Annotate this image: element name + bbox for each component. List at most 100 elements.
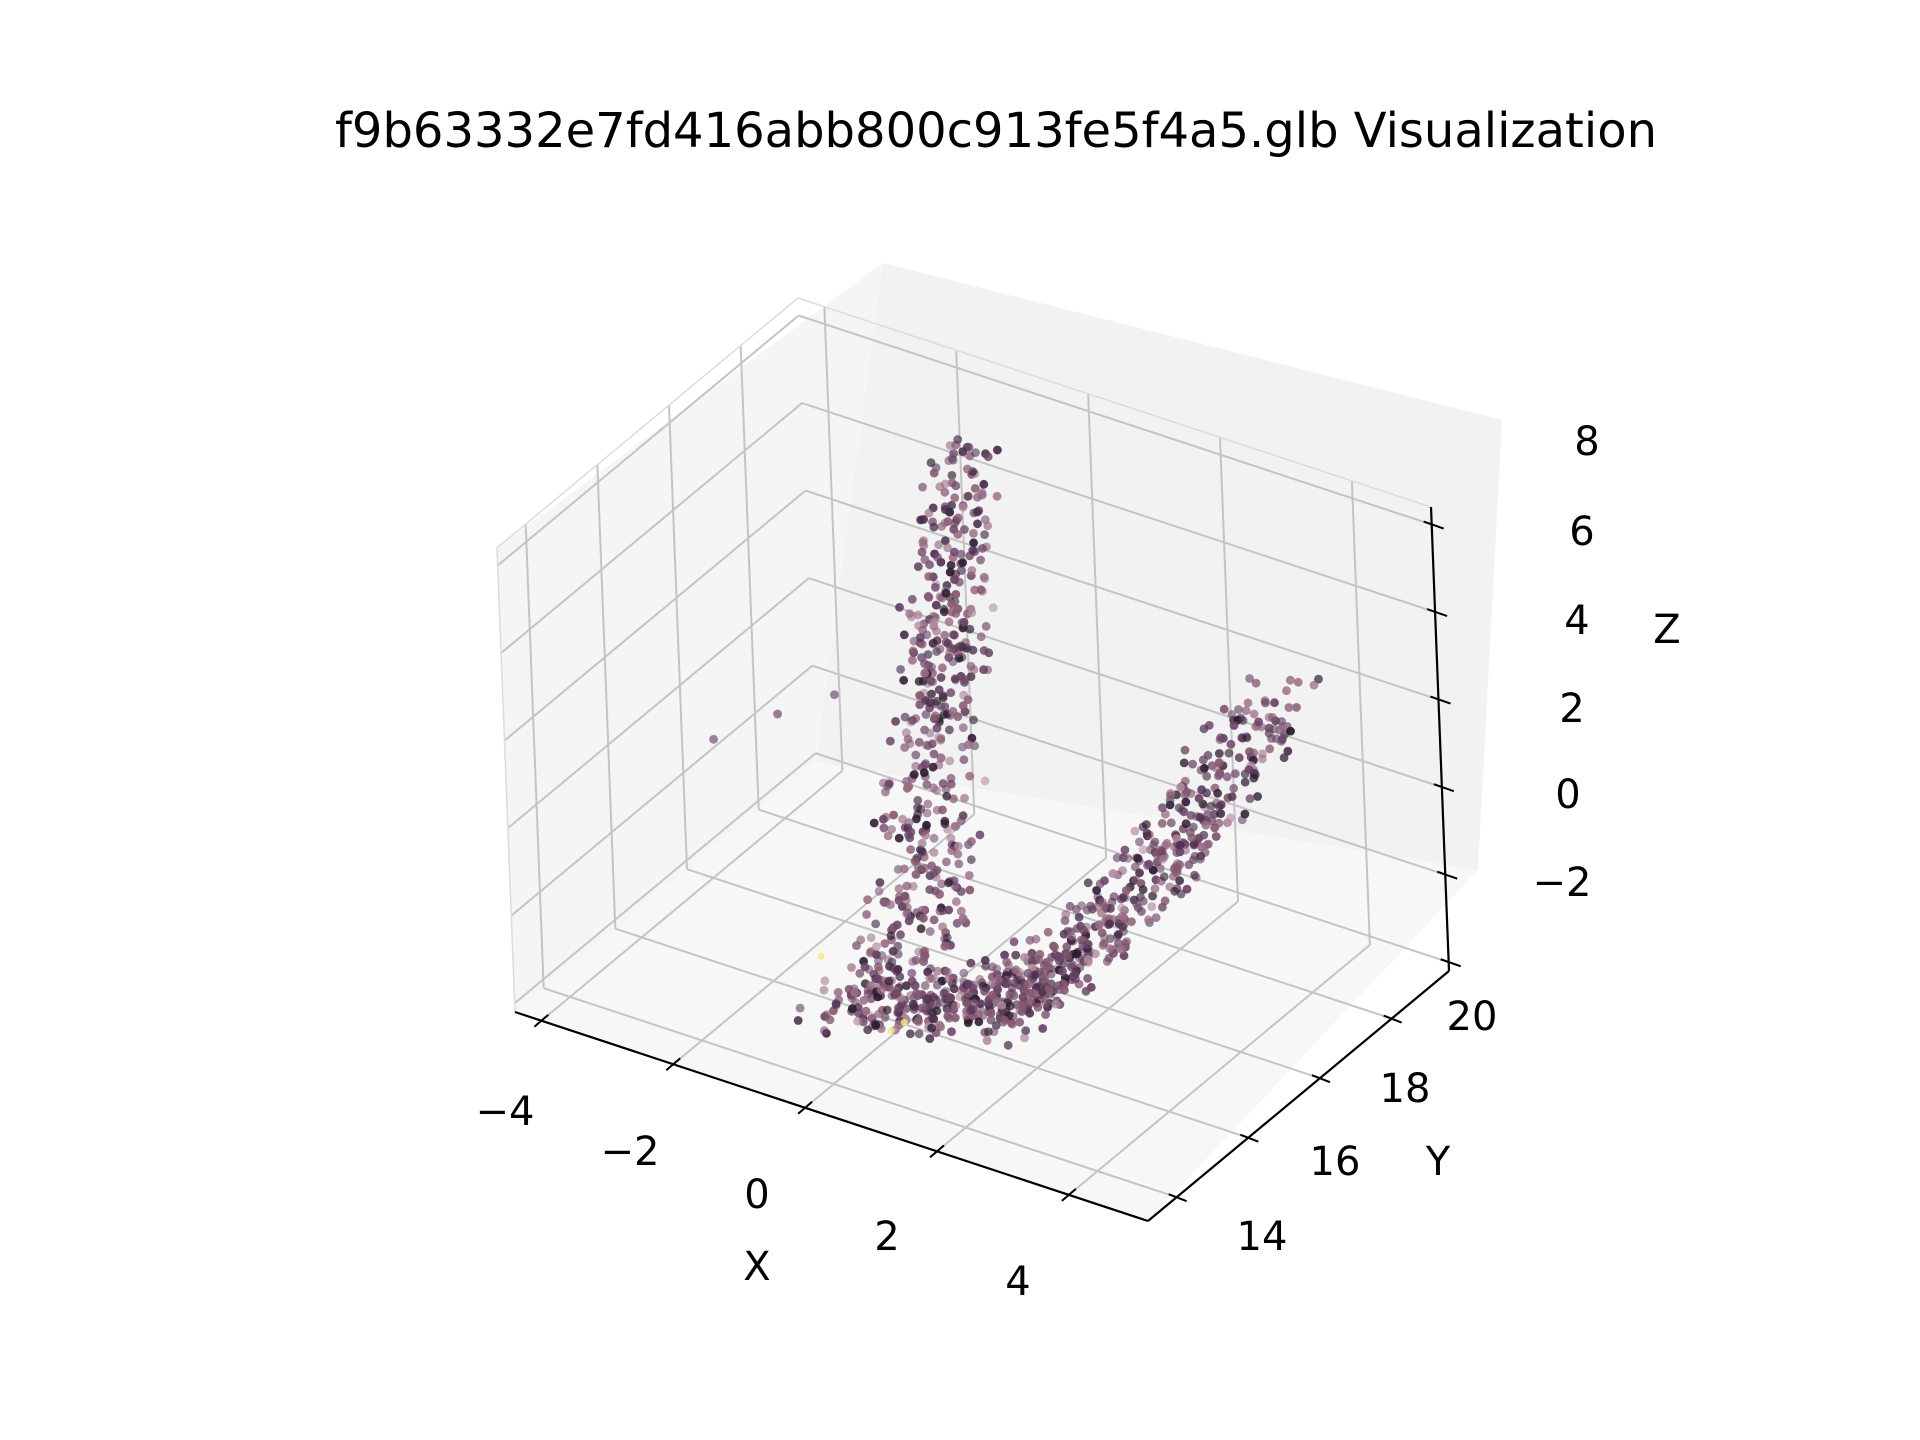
- z-axis-line: [1429, 506, 1451, 972]
- scatter-point: [939, 710, 949, 720]
- scatter-point: [922, 780, 932, 789]
- scatter-point: [1138, 896, 1148, 906]
- y-gridline: [596, 464, 617, 929]
- scatter-point: [1030, 970, 1040, 980]
- scatter-point: [946, 560, 956, 570]
- scatter-point: [908, 999, 918, 1009]
- x-tick: [665, 1057, 681, 1072]
- scatter-point: [1083, 974, 1092, 983]
- scatter-point: [1279, 753, 1289, 763]
- scatter-point: [951, 590, 961, 599]
- y-tick-label: 20: [1447, 994, 1498, 1040]
- scatter-point: [917, 846, 927, 856]
- scatter-point: [1265, 744, 1275, 754]
- scatter-point: [935, 1020, 944, 1030]
- scatter-point: [1175, 840, 1185, 850]
- x-gridline: [936, 900, 1239, 1153]
- scatter-point: [1240, 777, 1250, 787]
- scatter-point: [926, 676, 936, 686]
- scatter-point: [825, 1015, 835, 1025]
- scatter-point: [1270, 698, 1279, 708]
- scatter-point: [942, 1004, 952, 1014]
- scatter-point: [773, 709, 782, 719]
- scatter-point: [926, 458, 936, 468]
- scatter-point: [953, 841, 963, 851]
- scatter-point: [1118, 922, 1127, 932]
- scatter-point: [977, 488, 987, 497]
- x-tick: [929, 1144, 945, 1159]
- scatter-point: [1240, 809, 1250, 819]
- z-tick-label: −2: [1533, 860, 1592, 906]
- scatter-point: [956, 816, 966, 826]
- scatter-point: [920, 951, 930, 960]
- scatter-point: [947, 471, 957, 480]
- scatter-point: [1135, 868, 1144, 878]
- scatter-point: [1230, 769, 1240, 779]
- scatter-point: [965, 771, 975, 781]
- scatter-point: [963, 695, 973, 705]
- scatter-point: [908, 881, 918, 891]
- scatter-point: [894, 896, 904, 905]
- scatter-point: [925, 927, 935, 936]
- scatter-point: [1195, 812, 1205, 822]
- scatter-point: [1138, 845, 1148, 854]
- scatter-point: [945, 993, 955, 1002]
- scatter-point: [943, 517, 953, 526]
- scatter-point: [1020, 1033, 1029, 1043]
- scatter-point: [1099, 939, 1109, 948]
- scatter-point: [921, 759, 930, 768]
- scatter-point: [945, 567, 955, 577]
- scatter-point-outlier: [817, 952, 825, 960]
- scatter-point: [942, 791, 952, 801]
- scatter-point: [916, 924, 926, 934]
- scatter-point: [898, 814, 907, 824]
- scatter-point: [975, 999, 985, 1009]
- scatter-point: [924, 741, 933, 751]
- z-axis-label: Z: [1653, 607, 1680, 653]
- scatter-point: [1203, 809, 1212, 819]
- scatter-point: [966, 855, 976, 865]
- scatter-point: [953, 604, 963, 614]
- scatter-point: [1083, 878, 1093, 888]
- scatter-point: [1197, 842, 1206, 852]
- scatter-point: [1226, 813, 1235, 823]
- scatter-point: [1174, 803, 1184, 813]
- z-gridline: [510, 664, 813, 917]
- scatter-point: [833, 988, 843, 997]
- scatter-point: [873, 992, 883, 1002]
- scatter-point: [1216, 809, 1226, 818]
- scatter-point-outlier: [887, 1027, 895, 1035]
- scatter-point: [1082, 905, 1092, 915]
- scatter-point: [947, 1027, 956, 1036]
- scatter-point: [902, 909, 912, 919]
- scatter-point: [863, 1025, 873, 1035]
- scatter-point: [918, 625, 928, 635]
- scatter-point: [1142, 828, 1152, 838]
- scatter-point: [919, 913, 928, 923]
- scatter-point: [940, 487, 950, 497]
- chart-title: f9b63332e7fd416abb800c913fe5f4a5.glb Vis…: [335, 103, 1657, 159]
- scatter-point: [977, 586, 987, 596]
- scatter-point: [983, 521, 993, 531]
- scatter-point: [983, 998, 992, 1007]
- scatter-point: [904, 782, 914, 791]
- scatter-point: [1097, 908, 1106, 918]
- x-axis: −4 −2 0 2 4 X: [476, 1089, 1031, 1305]
- scatter-point: [942, 933, 952, 943]
- scatter-point: [956, 906, 966, 916]
- scatter-point: [1188, 759, 1197, 769]
- scatter-point: [1092, 886, 1101, 895]
- y-axis-line: [1147, 970, 1450, 1222]
- x-gridline: [1219, 437, 1239, 902]
- scatter-point: [1060, 985, 1069, 995]
- scatter-point: [1138, 885, 1148, 894]
- x-tick-label: −4: [476, 1089, 535, 1135]
- scatter-point: [916, 515, 926, 525]
- scatter-point: [1253, 792, 1262, 801]
- scatter-point: [1009, 937, 1019, 947]
- scatter-point: [979, 665, 988, 674]
- scatter-point: [966, 661, 976, 671]
- scatter-point: [709, 734, 718, 744]
- scatter-point: [1063, 951, 1073, 961]
- scatter-point: [1000, 1015, 1009, 1025]
